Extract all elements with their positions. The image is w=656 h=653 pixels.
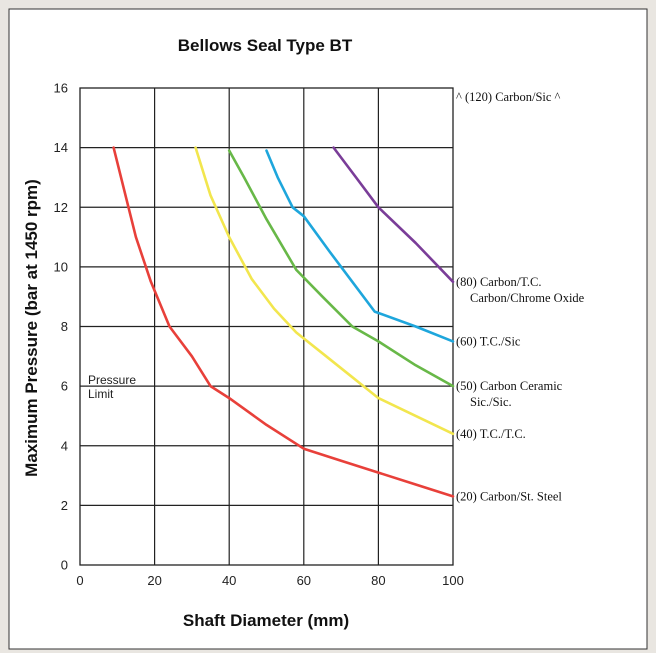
y-tick-label: 6 <box>61 379 68 394</box>
y-tick-label: 8 <box>61 319 68 334</box>
series-label-3: (60) T.C./Sic <box>456 334 521 348</box>
annotation-text: Limit <box>88 387 114 401</box>
series-label-5: ^ (120) Carbon/Sic ^ <box>456 90 561 104</box>
series-labels: (20) Carbon/St. Steel (40) T.C./T.C. (50) … <box>456 90 585 503</box>
y-tick-label: 10 <box>54 259 68 274</box>
x-tick-labels: 0 20 40 60 80 100 <box>76 573 463 588</box>
y-tick-label: 12 <box>54 200 68 215</box>
y-tick-label: 0 <box>61 558 68 573</box>
annotation-text: Pressure <box>88 373 136 387</box>
series-layer <box>112 146 455 498</box>
series-label-2: (50) Carbon Ceramic <box>456 379 563 393</box>
x-tick-label: 40 <box>222 573 236 588</box>
y-axis-label: Maximum Pressure (bar at 1450 rpm) <box>22 179 41 477</box>
series-label-4: Carbon/Chrome Oxide <box>470 291 585 305</box>
x-tick-label: 100 <box>442 573 464 588</box>
x-tick-label: 80 <box>371 573 385 588</box>
y-tick-label: 14 <box>54 140 68 155</box>
y-tick-label: 4 <box>61 438 68 453</box>
y-tick-label: 16 <box>54 81 68 96</box>
series-label-0: (20) Carbon/St. Steel <box>456 489 562 503</box>
chart-title: Bellows Seal Type BT <box>178 36 353 55</box>
grid-layer <box>79 87 454 566</box>
x-tick-label: 20 <box>147 573 161 588</box>
y-tick-label: 2 <box>61 498 68 513</box>
series-line-3 <box>265 149 455 343</box>
series-label-1: (40) T.C./T.C. <box>456 427 526 441</box>
x-tick-label: 60 <box>297 573 311 588</box>
x-axis-label: Shaft Diameter (mm) <box>183 611 349 630</box>
x-tick-label: 0 <box>76 573 83 588</box>
series-label-4: (80) Carbon/T.C. <box>456 275 542 289</box>
series-line-4 <box>332 146 455 284</box>
series-label-2: Sic./Sic. <box>470 395 512 409</box>
series-line-0 <box>112 146 455 498</box>
series-line-2 <box>227 149 455 388</box>
y-tick-labels: 0 2 4 6 8 10 12 14 16 <box>54 81 68 573</box>
series-line-1 <box>194 146 455 436</box>
